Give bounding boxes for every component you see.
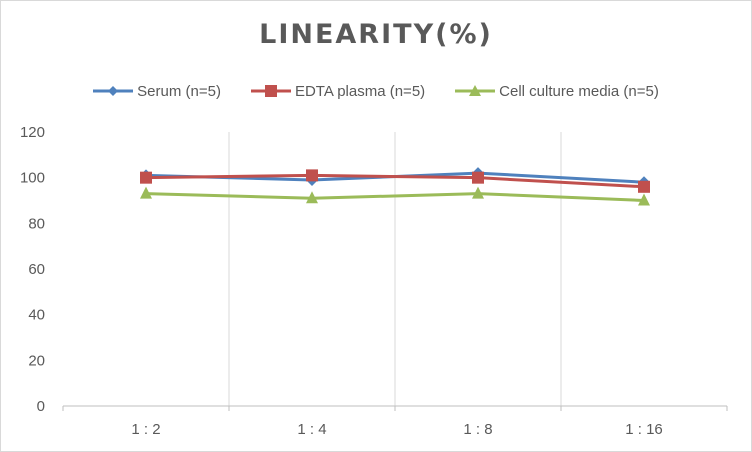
series-line-1 (145, 173, 645, 189)
x-tick-label: 1 : 2 (131, 421, 160, 438)
legend-swatch-serum (93, 86, 134, 96)
x-tick-label: 1 : 8 (463, 421, 492, 438)
y-tick-label: 20 (28, 352, 45, 369)
data-point-1 (140, 171, 152, 184)
x-tick-label: 1 : 4 (297, 421, 326, 438)
chart-title: LINEARITY(%) (259, 19, 493, 50)
legend-label-serum: Serum (n=5) (137, 82, 221, 100)
y-tick-label: 120 (20, 124, 45, 141)
data-point-1 (638, 180, 650, 193)
legend-item-cell-culture-media: Cell culture media (n=5) (455, 83, 659, 100)
data-point-1 (306, 169, 318, 182)
legend-swatch-cell-culture-media (455, 85, 496, 96)
legend: Serum (n=5) EDTA plasma (n=5) Cell cultu… (1, 79, 751, 103)
y-tick-label: 100 (20, 170, 45, 187)
data-point-2 (472, 186, 484, 199)
data-point-1 (472, 171, 484, 184)
y-tick-label: 80 (28, 215, 45, 232)
data-point-2 (140, 186, 152, 199)
y-tick-label: 60 (28, 261, 45, 278)
series-line-2 (145, 192, 645, 202)
y-tick-label: 0 (37, 398, 45, 415)
y-tick-label: 40 (28, 307, 45, 324)
legend-swatch-edta-plasma (250, 85, 291, 97)
data-point-2 (306, 191, 318, 204)
legend-label-cell-culture-media: Cell culture media (n=5) (499, 82, 659, 100)
data-point-2 (638, 193, 650, 206)
legend-item-edta-plasma: EDTA plasma (n=5) (250, 82, 426, 100)
x-tick-label: 1 : 16 (625, 421, 663, 438)
legend-label-edta-plasma: EDTA plasma (n=5) (294, 82, 426, 100)
legend-item-serum: Serum (n=5) (93, 83, 221, 100)
